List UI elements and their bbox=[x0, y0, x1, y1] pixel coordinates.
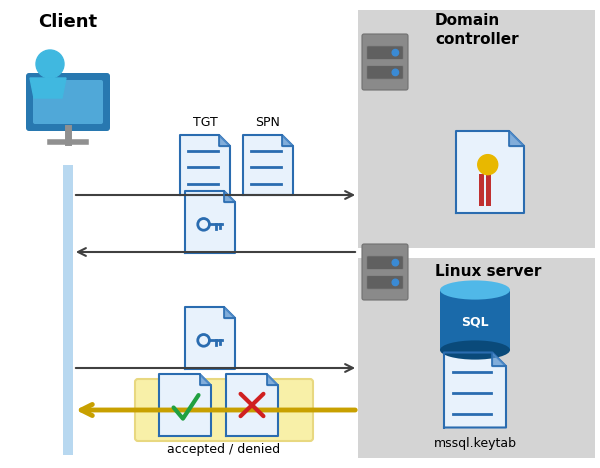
Text: mssql.keytab: mssql.keytab bbox=[433, 437, 517, 449]
FancyBboxPatch shape bbox=[362, 244, 408, 300]
FancyBboxPatch shape bbox=[362, 34, 408, 90]
Ellipse shape bbox=[440, 340, 510, 359]
Polygon shape bbox=[159, 374, 211, 436]
Text: Linux server: Linux server bbox=[435, 264, 541, 279]
Polygon shape bbox=[444, 352, 506, 427]
Polygon shape bbox=[224, 307, 235, 318]
Circle shape bbox=[392, 69, 398, 76]
Polygon shape bbox=[282, 135, 293, 146]
FancyBboxPatch shape bbox=[26, 73, 110, 131]
Bar bbox=[479, 174, 484, 206]
Circle shape bbox=[392, 259, 398, 266]
Polygon shape bbox=[509, 131, 524, 146]
Polygon shape bbox=[224, 191, 235, 202]
Bar bbox=[358, 258, 595, 458]
FancyBboxPatch shape bbox=[367, 46, 403, 59]
Bar bbox=[440, 290, 510, 350]
Polygon shape bbox=[266, 374, 278, 386]
Text: Client: Client bbox=[38, 13, 98, 31]
Circle shape bbox=[392, 279, 398, 285]
Circle shape bbox=[392, 50, 398, 56]
FancyBboxPatch shape bbox=[367, 66, 403, 79]
Polygon shape bbox=[456, 131, 524, 213]
Circle shape bbox=[478, 154, 498, 175]
Ellipse shape bbox=[440, 280, 510, 300]
Polygon shape bbox=[185, 307, 235, 369]
Polygon shape bbox=[219, 135, 230, 146]
Polygon shape bbox=[30, 78, 66, 98]
Polygon shape bbox=[243, 135, 293, 195]
Text: SPN: SPN bbox=[256, 117, 280, 130]
Polygon shape bbox=[200, 374, 211, 386]
Text: SQL: SQL bbox=[461, 315, 489, 329]
Bar bbox=[486, 174, 491, 206]
Text: accepted / denied: accepted / denied bbox=[167, 444, 281, 456]
FancyBboxPatch shape bbox=[367, 256, 403, 270]
Bar bbox=[358, 10, 595, 248]
Polygon shape bbox=[226, 374, 278, 436]
Polygon shape bbox=[493, 352, 506, 366]
Polygon shape bbox=[180, 135, 230, 195]
FancyBboxPatch shape bbox=[135, 379, 313, 441]
Text: TGT: TGT bbox=[193, 117, 217, 130]
Text: Domain
controller: Domain controller bbox=[435, 13, 518, 47]
Polygon shape bbox=[185, 191, 235, 253]
Circle shape bbox=[36, 50, 64, 78]
FancyBboxPatch shape bbox=[33, 80, 103, 124]
Bar bbox=[63, 165, 73, 455]
FancyBboxPatch shape bbox=[367, 276, 403, 289]
